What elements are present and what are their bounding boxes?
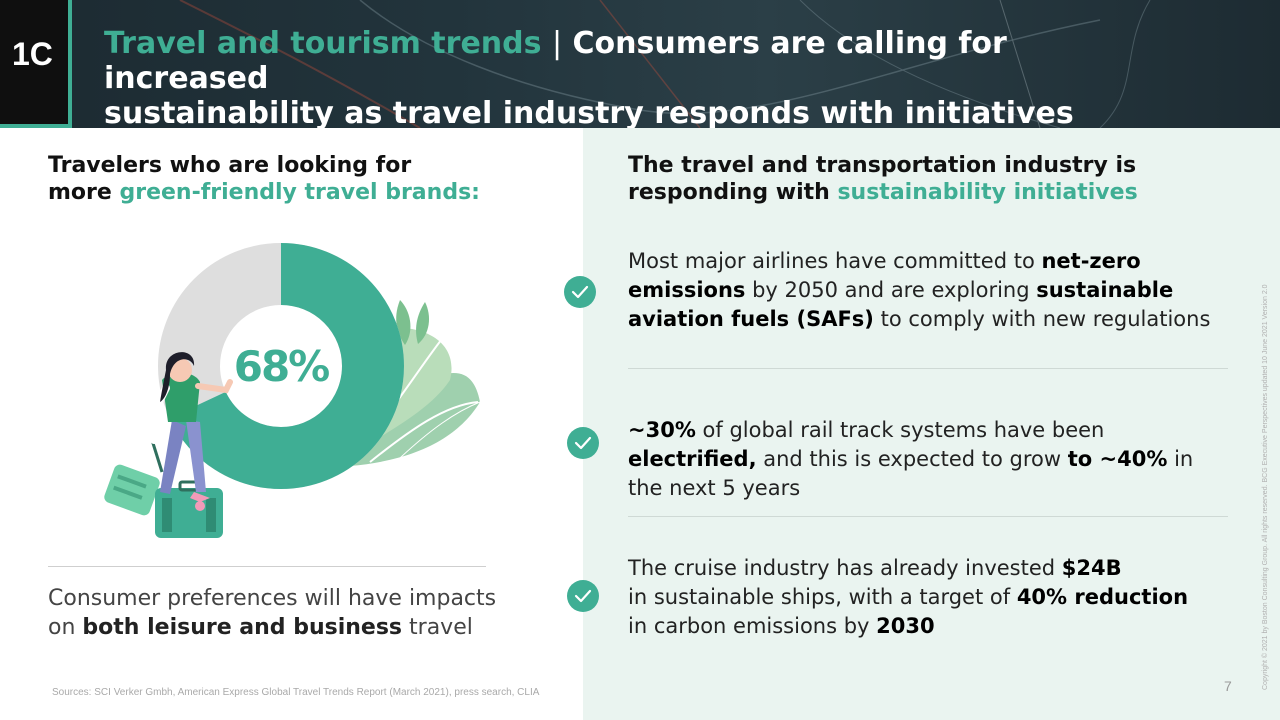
left-heading-part1: Travelers who are looking for bbox=[48, 153, 412, 178]
map-background bbox=[179, 0, 1151, 128]
initiative-text: Most major airlines have committed to bbox=[628, 249, 1042, 273]
note-part1: Consumer preferences will have impacts bbox=[48, 586, 497, 611]
initiative-bold: electrified, bbox=[628, 447, 757, 471]
initiative-text: in the next 5 years bbox=[628, 447, 1194, 500]
donut-segment bbox=[158, 243, 404, 489]
donut-chart: 68% bbox=[104, 243, 481, 538]
initiative-text: and this is expected to grow bbox=[756, 447, 1068, 471]
note-part2: on bbox=[48, 615, 83, 640]
check-icon bbox=[567, 580, 599, 612]
initiative-bold: sustainable aviation fuels (SAFs) bbox=[628, 278, 1174, 331]
donut-illustration: 68% bbox=[100, 230, 500, 550]
initiative-text: in carbon emissions by bbox=[628, 614, 877, 638]
initiative-text: to comply with new regulations bbox=[873, 307, 1211, 331]
initiative-rail: ~30% of global rail track systems have b… bbox=[628, 416, 1228, 503]
page-number: 7 bbox=[1224, 678, 1232, 694]
section-badge: 1C bbox=[0, 0, 72, 128]
initiative-bold: ~30% bbox=[628, 418, 696, 442]
right-heading: The travel and transportation industry i… bbox=[628, 152, 1228, 206]
header-banner: 1C Travel and tourism trends | Consumers… bbox=[0, 0, 1280, 128]
initiative-text: of global rail track systems have been bbox=[695, 418, 1105, 442]
left-heading-highlight: green-friendly travel brands: bbox=[119, 180, 480, 205]
page-title: Travel and tourism trends | Consumers ar… bbox=[104, 26, 1104, 128]
check-icon bbox=[567, 427, 599, 459]
title-accent: Travel and tourism trends bbox=[104, 26, 542, 61]
initiative-bold: to ~40% bbox=[1067, 447, 1168, 471]
title-line2: sustainability as travel industry respon… bbox=[104, 96, 1074, 128]
initiative-divider bbox=[628, 368, 1228, 369]
right-heading-highlight: sustainability initiatives bbox=[837, 180, 1138, 205]
right-heading-part1: The travel and transportation industry i… bbox=[628, 153, 1137, 178]
initiatives-panel bbox=[583, 128, 1280, 720]
initiative-divider bbox=[628, 516, 1228, 517]
initiative-text: The cruise industry has already invested bbox=[628, 556, 1062, 580]
initiative-airlines: Most major airlines have committed to ne… bbox=[628, 247, 1228, 334]
left-heading-part2: more bbox=[48, 180, 120, 205]
badge-underline bbox=[0, 124, 72, 128]
leaf-decoration bbox=[350, 300, 481, 466]
donut-percent-label: 68% bbox=[234, 342, 329, 391]
left-divider bbox=[48, 566, 486, 567]
left-heading: Travelers who are looking for more green… bbox=[48, 152, 528, 206]
initiative-bold: 2030 bbox=[876, 614, 935, 638]
initiative-bold: 40% reduction bbox=[1016, 585, 1189, 609]
consumer-preferences-note: Consumer preferences will have impacts o… bbox=[48, 584, 518, 642]
sources-footnote: Sources: SCI Verker Gmbh, American Expre… bbox=[52, 687, 540, 698]
initiative-bold: $24B bbox=[1061, 556, 1122, 580]
initiative-text: in sustainable ships, with a target of bbox=[628, 585, 1017, 609]
section-badge-label: 1C bbox=[12, 36, 53, 72]
note-bold: both leisure and business bbox=[82, 615, 403, 640]
traveler-illustration bbox=[104, 352, 233, 538]
copyright-notice: Copyright © 2021 by Boston Consulting Gr… bbox=[1262, 284, 1269, 690]
title-separator: | bbox=[551, 26, 563, 61]
title-line1: Consumers are calling for increased bbox=[104, 26, 1007, 96]
note-part3: travel bbox=[402, 615, 473, 640]
initiative-cruise: The cruise industry has already invested… bbox=[628, 554, 1228, 641]
initiative-bold: net-zero emissions bbox=[628, 249, 1141, 302]
check-icon bbox=[564, 276, 596, 308]
right-heading-part2: responding with bbox=[628, 180, 838, 205]
initiative-text: by 2050 and are exploring bbox=[745, 278, 1037, 302]
